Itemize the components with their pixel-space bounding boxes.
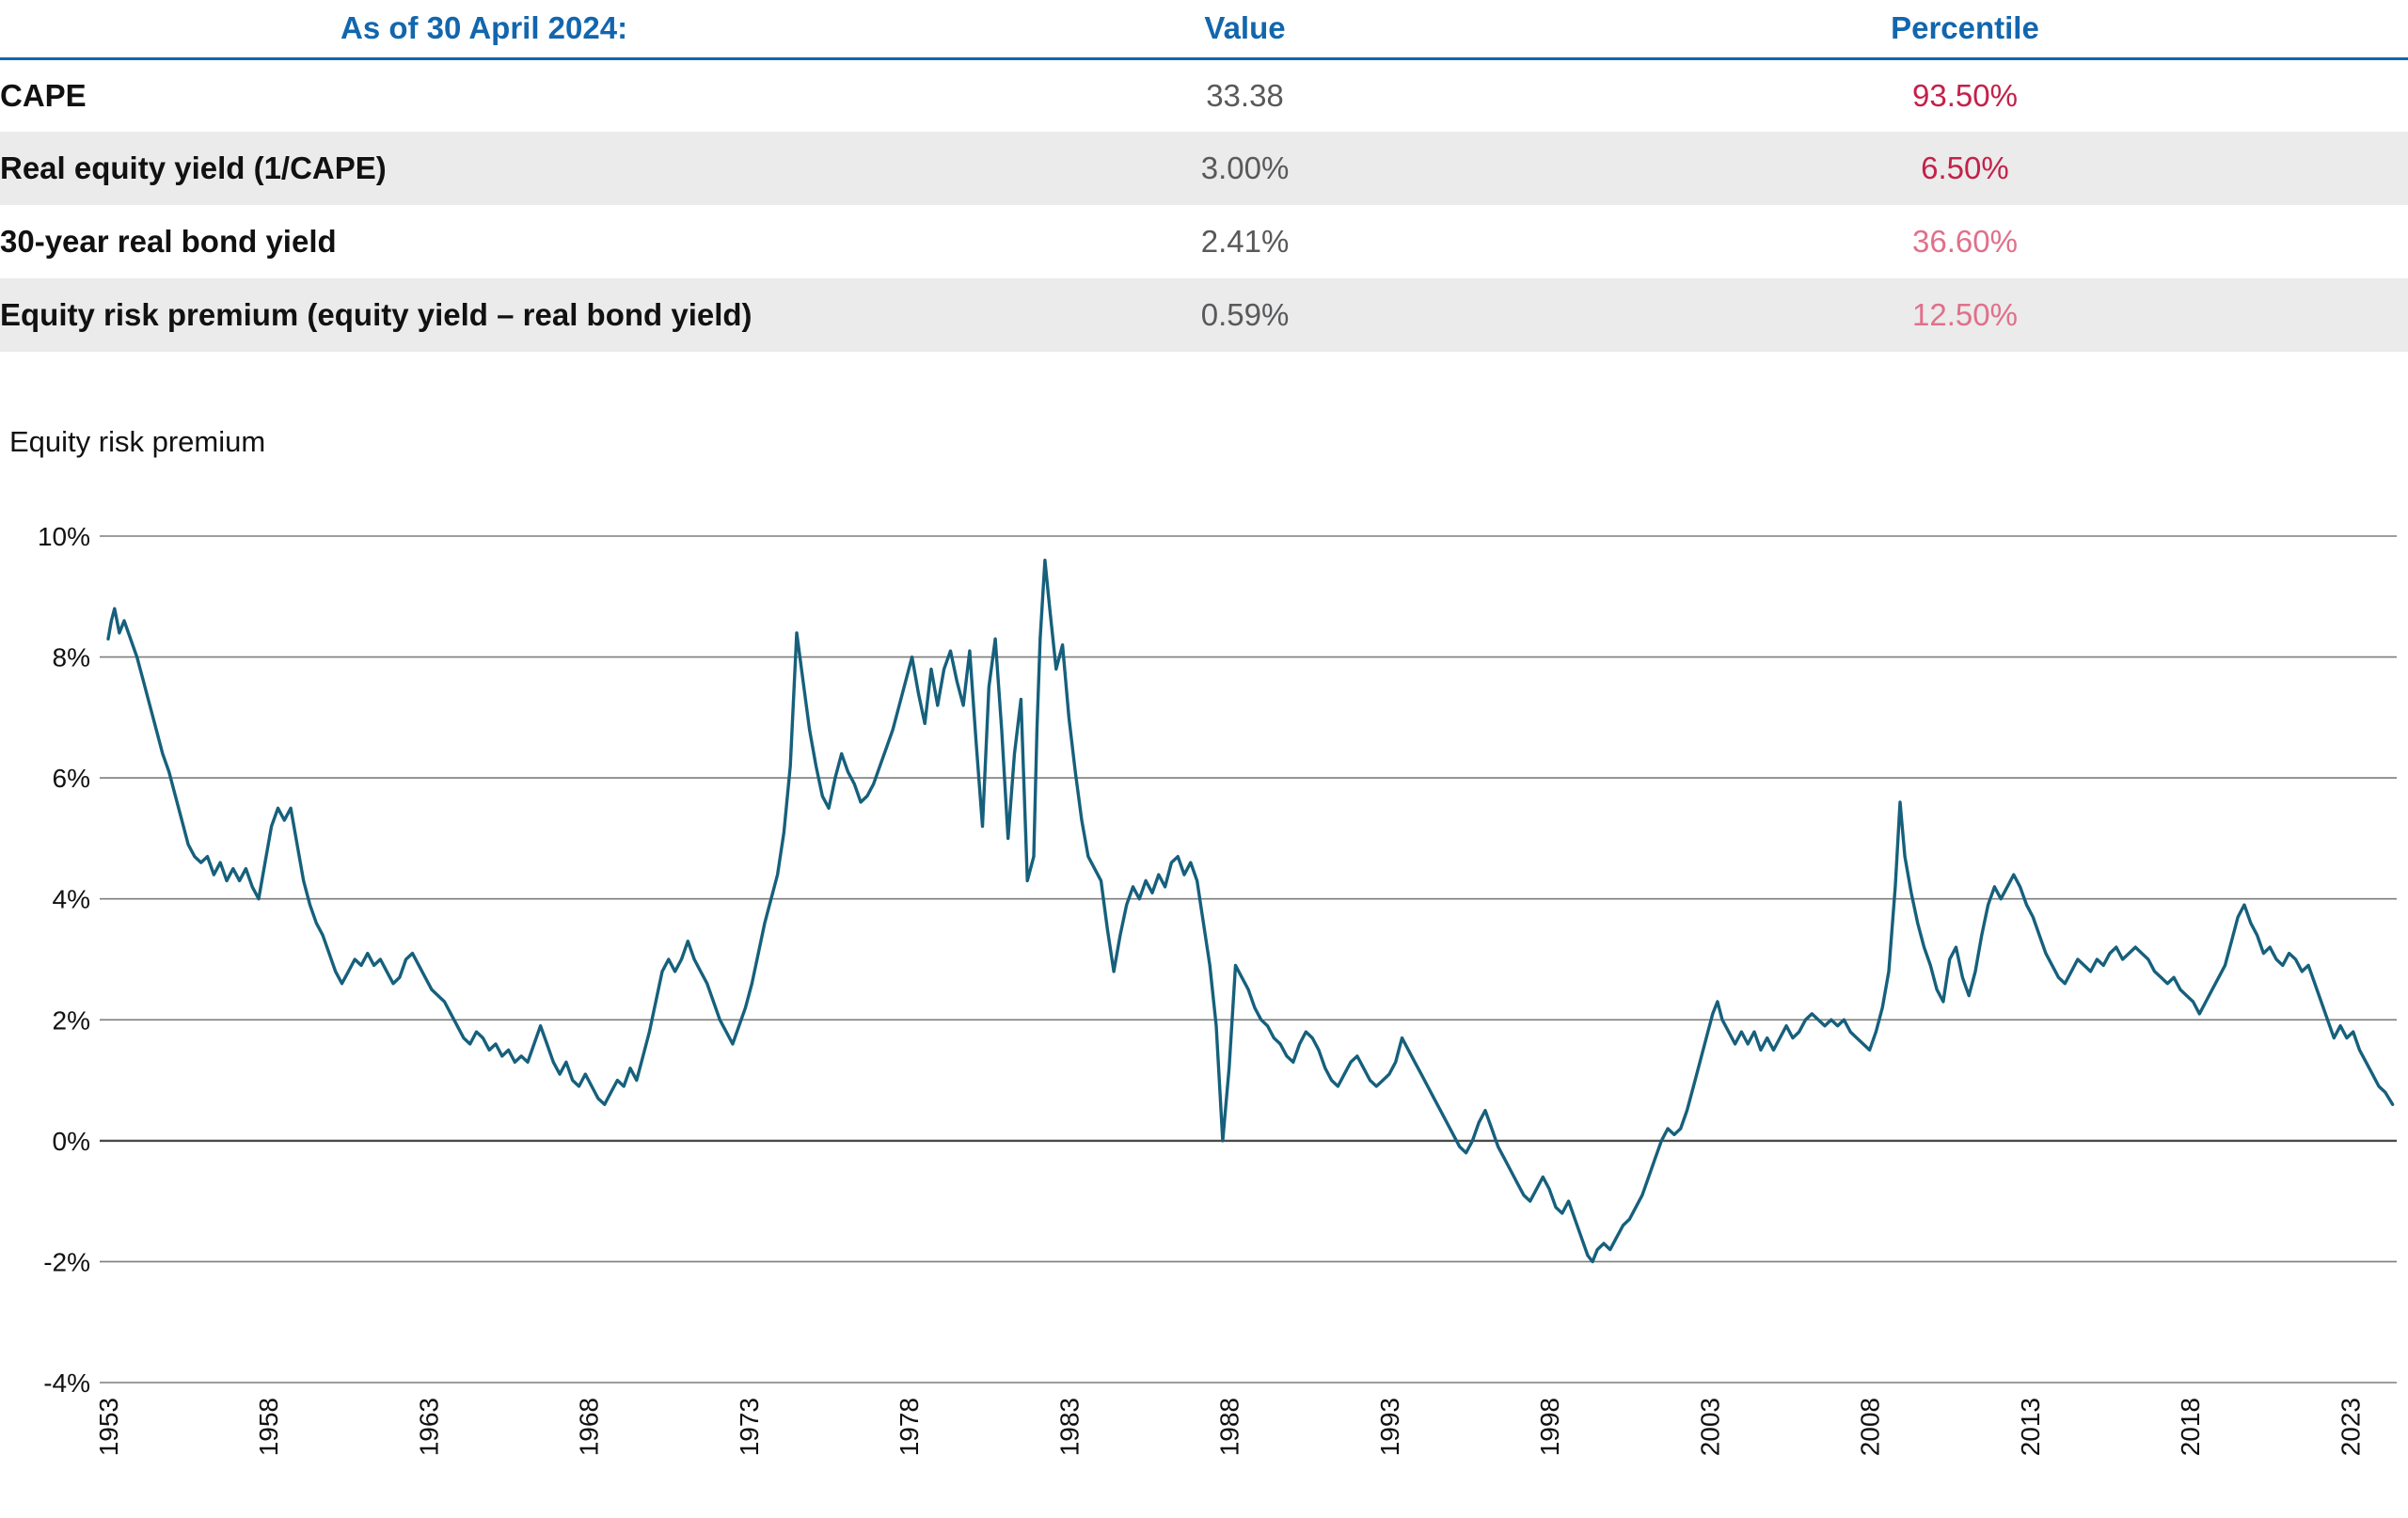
x-tick-label: 2018: [2176, 1398, 2205, 1456]
x-tick-label: 1953: [94, 1398, 123, 1456]
x-tick-label: 1963: [415, 1398, 444, 1456]
x-tick-label: 1998: [1535, 1398, 1564, 1456]
table-row: Equity risk premium (equity yield – real…: [0, 278, 2408, 352]
col-header-value: Value: [968, 0, 1522, 60]
col-header-percentile: Percentile: [1521, 0, 2408, 60]
row-value: 33.38: [1206, 77, 1284, 113]
erp-chart-svg: 10% 8% 6% 4% 2% 0% -2% -4%1953 1958 1963 1968 1973 1…: [38, 522, 2397, 1456]
summary-table-body: CAPE 33.38 93.50% Real equity yield (1/CAPE…: [0, 58, 2408, 352]
x-tick-label: 2023: [2336, 1398, 2365, 1456]
y-tick-label: 4%: [53, 885, 90, 914]
x-tick-label: 1958: [254, 1398, 283, 1456]
x-tick-label: 2013: [2016, 1398, 2045, 1456]
x-tick-label: 1993: [1375, 1398, 1404, 1456]
row-value: 3.00%: [1200, 150, 1290, 185]
table-header-row: As of 30 April 2024: Value Percentile: [0, 0, 2408, 60]
x-tick-label: 1978: [895, 1398, 924, 1456]
x-tick-label: 1988: [1215, 1398, 1244, 1456]
y-tick-label: 6%: [53, 764, 90, 793]
x-tick-label: 1973: [735, 1398, 764, 1456]
row-label: 30-year real bond yield: [0, 224, 337, 259]
y-tick-label: 0%: [53, 1127, 90, 1156]
chart-title: Equity risk premium: [9, 425, 266, 458]
x-tick-label: 2003: [1695, 1398, 1724, 1456]
y-tick-label: 2%: [53, 1005, 90, 1035]
row-label: CAPE: [0, 77, 87, 113]
summary-table: As of 30 April 2024: Value Percentile CA…: [0, 0, 2408, 352]
row-percentile: 12.50%: [1911, 297, 2018, 332]
y-tick-label: 10%: [38, 522, 90, 551]
col-header-asof: As of 30 April 2024:: [0, 0, 969, 60]
row-percentile: 36.60%: [1911, 224, 2018, 259]
row-label: Real equity yield (1/CAPE): [0, 150, 387, 185]
equity-risk-premium-line: [106, 558, 2395, 1264]
x-tick-label: 1968: [575, 1398, 604, 1456]
row-percentile: 93.50%: [1911, 77, 2018, 113]
row-percentile: 6.50%: [1921, 150, 2009, 185]
y-tick-label: -4%: [43, 1368, 90, 1398]
row-label: Equity risk premium (equity yield – real…: [0, 297, 752, 332]
y-tick-label: 8%: [53, 643, 90, 672]
row-value: 0.59%: [1200, 297, 1290, 332]
table-row: 30-year real bond yield 2.41% 36.60%: [0, 205, 2408, 278]
x-tick-label: 1983: [1054, 1398, 1084, 1456]
y-tick-label: -2%: [43, 1247, 90, 1276]
table-row: Real equity yield (1/CAPE) 3.00% 6.50%: [0, 132, 2408, 205]
row-value: 2.41%: [1200, 224, 1290, 259]
x-tick-label: 2008: [1856, 1398, 1885, 1456]
table-row: CAPE 33.38 93.50%: [0, 58, 2408, 132]
